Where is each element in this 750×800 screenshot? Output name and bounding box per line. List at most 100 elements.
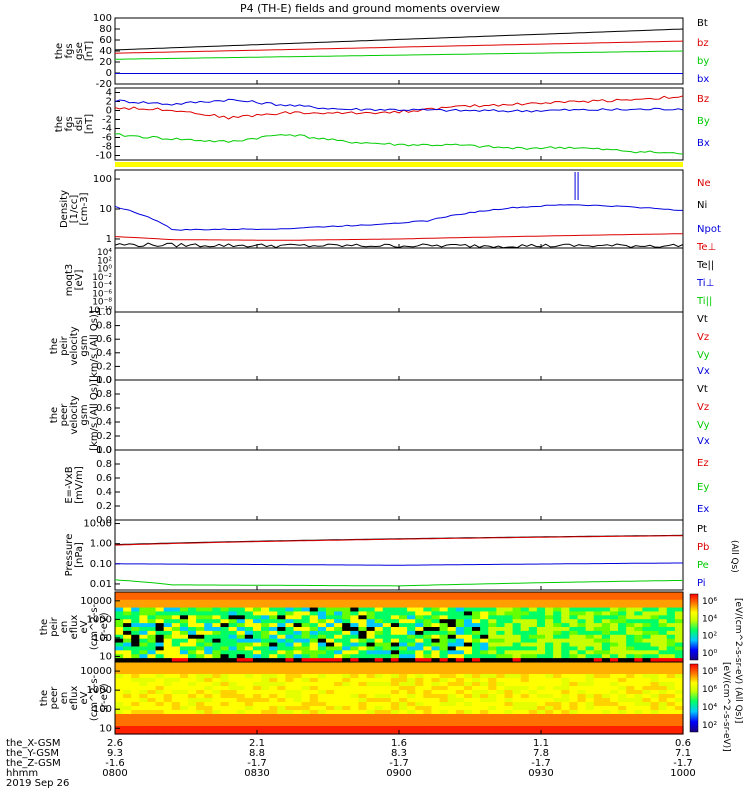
heatmap-cell <box>358 650 368 655</box>
heatmap-cell <box>317 634 327 640</box>
heatmap-cell <box>480 702 489 707</box>
heatmap-cell <box>553 706 562 711</box>
heatmap-cell <box>642 650 652 655</box>
heatmap-cell <box>342 674 351 679</box>
heatmap-cell <box>447 654 457 659</box>
heatmap-cell <box>115 730 124 735</box>
heatmap-cell <box>472 722 481 727</box>
heatmap-cell <box>577 710 587 715</box>
heatmap-cell <box>147 690 157 695</box>
heatmap-cell <box>520 702 530 707</box>
heatmap-cell <box>350 662 360 667</box>
heatmap-cell <box>285 599 295 605</box>
heatmap-cell <box>407 638 416 644</box>
heatmap-cell <box>285 666 295 671</box>
heatmap-cell <box>374 603 384 609</box>
heatmap-cell <box>244 592 254 597</box>
heatmap-cell <box>123 658 132 663</box>
heatmap-cell <box>634 682 644 687</box>
time-axis-row-label: the_Y-GSM <box>6 748 59 759</box>
heatmap-cell <box>342 718 351 723</box>
heatmap-cell <box>139 686 149 691</box>
heatmap-cell <box>569 674 579 679</box>
heatmap-cell <box>220 662 230 667</box>
heatmap-cell <box>618 603 627 609</box>
heatmap-cell <box>236 714 246 719</box>
heatmap-cell <box>472 666 481 671</box>
heatmap-cell <box>171 722 181 727</box>
heatmap-cell <box>609 619 619 624</box>
heatmap-cell <box>504 714 514 719</box>
heatmap-cell <box>188 690 197 695</box>
heatmap-cell <box>212 595 222 601</box>
heatmap-cell <box>325 670 335 675</box>
heatmap-cell <box>374 694 384 699</box>
heatmap-cell <box>626 686 635 691</box>
heatmap-cell <box>585 698 595 703</box>
heatmap-cell <box>155 615 165 620</box>
heatmap-cell <box>131 674 140 679</box>
heatmap-cell <box>358 592 368 597</box>
heatmap-cell <box>569 615 579 620</box>
heatmap-cell <box>577 730 587 735</box>
y-tick-label: 10⁰ <box>97 265 112 275</box>
heatmap-cell <box>520 718 530 723</box>
heatmap-cell <box>285 611 295 616</box>
heatmap-cell <box>634 619 644 624</box>
heatmap-cell <box>147 650 157 655</box>
heatmap-cell <box>480 662 489 667</box>
heatmap-cell <box>626 615 635 620</box>
heatmap-cell <box>236 630 246 636</box>
panel-frame <box>114 311 684 381</box>
heatmap-cell <box>269 595 278 601</box>
heatmap-cell <box>431 726 441 731</box>
heatmap-cell <box>293 706 303 711</box>
heatmap-cell <box>423 678 433 683</box>
heatmap-cell <box>358 682 368 687</box>
heatmap-cell <box>520 726 530 731</box>
heatmap-cell <box>658 702 668 707</box>
heatmap-cell <box>252 670 262 675</box>
heatmap-cell <box>277 674 286 679</box>
heatmap-cell <box>293 595 303 601</box>
heatmap-cell <box>220 690 230 695</box>
heatmap-cell <box>626 646 635 651</box>
heatmap-cell <box>577 603 587 609</box>
heatmap-cell <box>261 658 270 663</box>
heatmap-cell <box>212 615 222 620</box>
heatmap-cell <box>415 726 424 731</box>
y-axis-label-line: gsm <box>79 335 90 356</box>
heatmap-cell <box>163 599 173 605</box>
heatmap-cell <box>577 666 587 671</box>
heatmap-cell <box>123 599 132 605</box>
heatmap-cell <box>131 658 140 663</box>
heatmap-cell <box>139 627 149 632</box>
heatmap-cell <box>358 642 368 648</box>
heatmap-cell <box>642 592 652 597</box>
panel-peer_velocity: 0.00.20.40.60.81.0thepeervelocitygsm[km/… <box>49 375 710 456</box>
heatmap-cell <box>244 722 254 727</box>
heatmap-cell <box>399 634 408 640</box>
y-tick-label: 0.8 <box>96 321 112 332</box>
heatmap-cell <box>269 682 278 687</box>
heatmap-cell <box>350 607 360 613</box>
heatmap-cell <box>163 710 173 715</box>
heatmap-cell <box>658 678 668 683</box>
heatmap-cell <box>569 646 579 651</box>
heatmap-cell <box>163 666 173 671</box>
heatmap-cell <box>244 646 254 651</box>
heatmap-cell <box>358 674 368 679</box>
heatmap-cell <box>115 630 124 636</box>
heatmap-cell <box>480 595 489 601</box>
heatmap-cell <box>147 634 157 640</box>
heatmap-cell <box>472 619 481 624</box>
heatmap-cell <box>658 722 668 727</box>
heatmap-cell <box>472 678 481 683</box>
heatmap-cell <box>163 686 173 691</box>
heatmap-cell <box>658 730 668 735</box>
heatmap-cell <box>512 592 522 597</box>
heatmap-cell <box>155 619 165 624</box>
heatmap-cell <box>285 682 295 687</box>
heatmap-cell <box>626 599 635 605</box>
heatmap-cell <box>577 650 587 655</box>
